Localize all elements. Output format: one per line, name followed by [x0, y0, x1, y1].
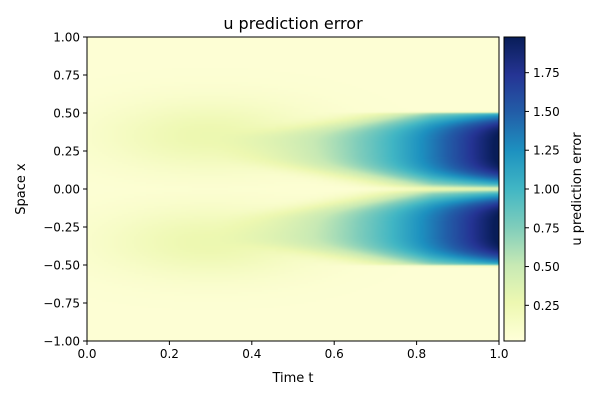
x-axis-label: Time t [271, 371, 313, 386]
x-tick-label: 1.0 [489, 347, 508, 361]
y-tick-label: −1.00 [43, 335, 80, 349]
colorbar-tick-label: 0.75 [533, 221, 560, 235]
chart-title: u prediction error [223, 14, 363, 33]
colorbar-ticks: 0.25 0.50 0.75 1.00 1.25 1.50 1.75 [525, 66, 560, 313]
colorbar-tick-label: 1.25 [533, 144, 560, 158]
y-tick-label: 1.00 [53, 31, 80, 45]
colorbar-tick-label: 0.25 [533, 299, 560, 313]
colorbar: 0.25 0.50 0.75 1.00 1.25 1.50 1.75 u predictio… [503, 36, 585, 342]
y-tick-label: 0.00 [53, 183, 80, 197]
colorbar-tick-label: 1.75 [533, 66, 560, 80]
y-tick-label: −0.75 [43, 297, 80, 311]
x-tick-label: 0.0 [77, 347, 96, 361]
y-axis-ticks: −1.00 −0.75 −0.50 −0.25 0.00 0.25 0.50 0.75 1.00 [43, 31, 87, 349]
y-tick-label: −0.25 [43, 221, 80, 235]
colorbar-label: u prediction error [570, 132, 585, 246]
x-tick-label: 0.4 [242, 347, 261, 361]
colorbar-gradient [503, 36, 526, 342]
x-tick-label: 0.8 [407, 347, 426, 361]
x-axis-ticks: 0.0 0.2 0.4 0.6 0.8 1.0 [77, 341, 509, 361]
x-tick-label: 0.2 [160, 347, 179, 361]
y-axis-label: Space x [14, 163, 29, 215]
heatmap-plot-area [86, 36, 500, 342]
colorbar-tick-label: 1.00 [533, 183, 560, 197]
colorbar-tick-label: 0.50 [533, 260, 560, 274]
colorbar-tick-label: 1.50 [533, 105, 560, 119]
y-tick-label: 0.75 [53, 69, 80, 83]
y-tick-label: −0.50 [43, 259, 80, 273]
y-tick-label: 0.50 [53, 107, 80, 121]
x-tick-label: 0.6 [325, 347, 344, 361]
heatmap-image [87, 37, 499, 341]
y-tick-label: 0.25 [53, 145, 80, 159]
